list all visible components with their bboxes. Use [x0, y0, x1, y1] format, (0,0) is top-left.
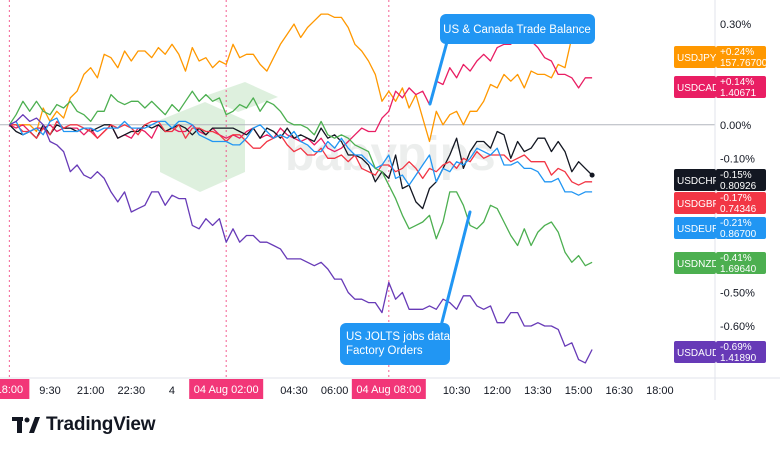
badge-name-bg — [674, 341, 716, 363]
y-tick-label: -0.50% — [720, 287, 755, 299]
x-tick-label: 18:00 — [646, 385, 674, 397]
series-lines — [8, 13, 595, 364]
badge-name-bg — [674, 76, 716, 98]
y-tick-label: -0.10% — [720, 153, 755, 165]
callouts: US & Canada Trade Balance US JOLTS jobs d… — [340, 14, 595, 365]
x-highlight-box — [189, 379, 264, 399]
badge-value-bg — [716, 252, 766, 274]
badge-pair-label: USDAUD — [677, 348, 719, 359]
tradingview-brand[interactable]: TradingView — [12, 414, 156, 436]
badge-price-label: 1.41890 — [720, 353, 757, 364]
badge-value-bg — [716, 192, 766, 214]
badge-pair-label: USDCAD — [677, 83, 719, 94]
x-tick-label: 12:00 — [483, 385, 511, 397]
series-line-usdjpy — [9, 13, 593, 143]
callout-jolts-box — [340, 323, 450, 365]
badge-value-bg — [716, 76, 766, 98]
price-badges: USDJPY+0.24%157.76700 USDCAD+0.14%1.40671… — [674, 46, 768, 364]
badge-change-label: -0.69% — [720, 342, 752, 353]
badge-pair-label: USDNZD — [677, 259, 719, 270]
callout-jolts-text: Factory Orders — [346, 345, 423, 357]
badge-change-label: -0.17% — [720, 193, 752, 204]
x-tick-label: 13:30 — [524, 385, 552, 397]
badge-change-label: +0.14% — [720, 77, 754, 88]
session-lines — [8, 0, 390, 378]
y-axis: 0.30% 0.00% -0.10% -0.50% -0.60% — [720, 19, 755, 333]
badge-pair-label: USDEUR — [677, 224, 719, 235]
badge-price-label: 1.69640 — [720, 264, 757, 275]
badge-value-bg — [716, 169, 766, 191]
badge-change-label: -0.15% — [720, 170, 752, 181]
x-tick-label: 04:30 — [280, 385, 308, 397]
x-highlight-label: 04 Aug 02:00 — [194, 384, 259, 396]
badge-pair-label: USDGBP — [677, 199, 720, 210]
x-tick-label: 9:30 — [39, 385, 60, 397]
badge-price-label: 0.80926 — [720, 181, 757, 192]
series-line-usdeur — [9, 117, 593, 196]
x-axis: 9:3021:0022:30402:0004:3006:0010:3012:00… — [0, 379, 674, 399]
x-tick-label: 15:00 — [565, 385, 593, 397]
x-tick-label: 22:30 — [118, 385, 146, 397]
badge-price-label: 0.86700 — [720, 229, 757, 240]
badge-change-label: -0.21% — [720, 218, 752, 229]
badge-change-label: +0.24% — [720, 47, 754, 58]
brand-name: TradingView — [46, 414, 156, 435]
x-tick-label: 4 — [169, 385, 175, 397]
x-tick-label: 21:00 — [77, 385, 105, 397]
badge-name-bg — [674, 169, 716, 191]
badge-name-bg — [674, 46, 716, 68]
badge-price-label: 0.74346 — [720, 204, 757, 215]
x-highlight-label: 18:00 — [0, 384, 23, 396]
badge-name-bg — [674, 192, 716, 214]
badge-name-bg — [674, 217, 716, 239]
x-highlight-box — [351, 379, 426, 399]
x-tick-label: 06:00 — [321, 385, 349, 397]
badge-price-label: 1.40671 — [720, 88, 757, 99]
series-line-usdnzd — [8, 90, 593, 267]
x-tick-label: 16:30 — [605, 385, 633, 397]
tradingview-logo-icon — [12, 417, 40, 433]
badge-value-bg — [716, 46, 766, 68]
y-tick-label: 0.00% — [720, 120, 751, 132]
badge-price-label: 157.76700 — [720, 58, 768, 69]
callout-trade-balance-text: US & Canada Trade Balance — [443, 24, 591, 36]
x-highlight-box — [0, 379, 30, 399]
badge-value-bg — [716, 217, 766, 239]
badge-value-bg — [716, 341, 766, 363]
y-tick-label: 0.30% — [720, 19, 751, 31]
badge-pair-label: USDJPY — [677, 53, 717, 64]
callout-pointer-trade-balance — [428, 40, 449, 106]
series-line-usdgbp — [9, 120, 593, 186]
badge-name-bg — [674, 252, 716, 274]
callout-jolts-text: US JOLTS jobs data — [346, 331, 451, 343]
badge-pair-label: USDCHF — [677, 176, 719, 187]
x-highlight-label: 04 Aug 08:00 — [356, 384, 421, 396]
callout-trade-balance-box — [440, 14, 595, 44]
series-line-usdchf — [8, 124, 593, 210]
y-tick-label: -0.60% — [720, 321, 755, 333]
x-tick-label: 10:30 — [443, 385, 471, 397]
last-point-usdchf — [589, 172, 595, 178]
callout-pointer-jolts — [438, 210, 472, 332]
series-line-usdaud — [9, 114, 593, 364]
badge-change-label: -0.41% — [720, 253, 752, 264]
